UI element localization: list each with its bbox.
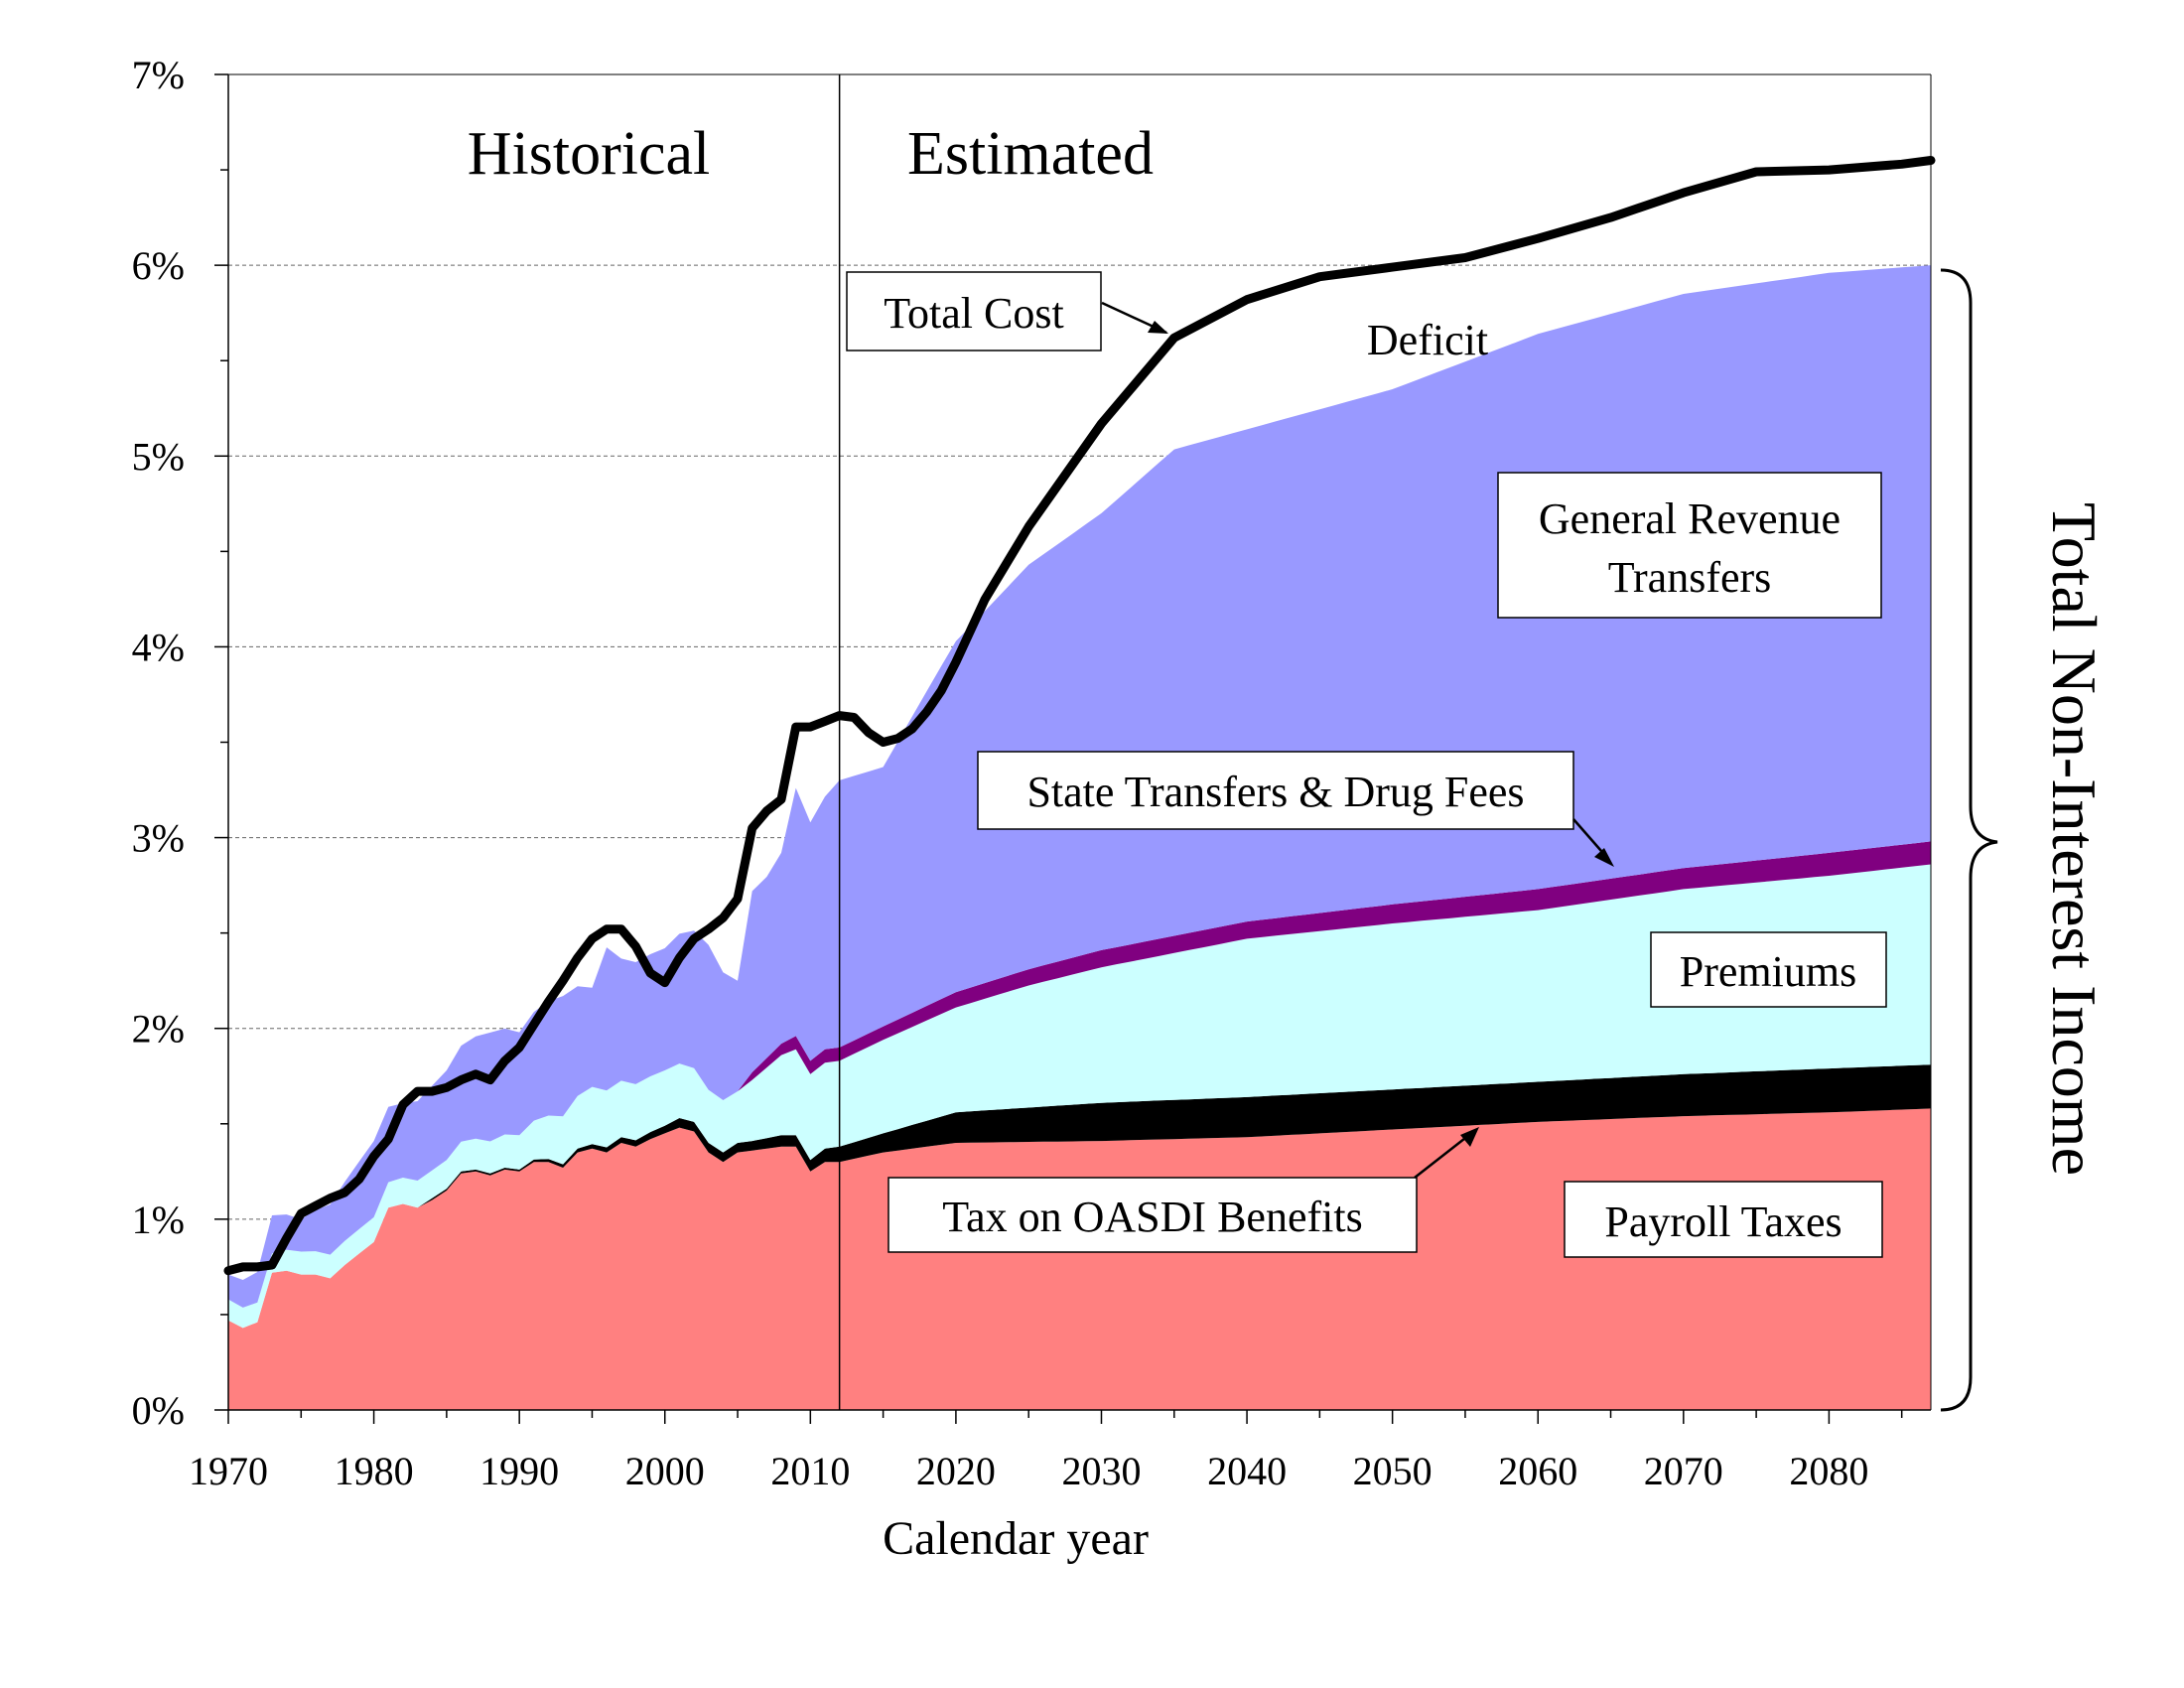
x-tick-label: 2030 — [1061, 1449, 1141, 1493]
area-premiums — [228, 864, 1931, 1329]
y-tick-label: 7% — [132, 53, 185, 97]
x-tick-label: 2010 — [770, 1449, 850, 1493]
total-cost-callout-box — [846, 271, 1102, 352]
state-transfers-callout: State Transfers & Drug Fees — [1026, 768, 1524, 816]
payroll-callout: Payroll Taxes — [1604, 1197, 1842, 1246]
general-revenue-callout-line1: General Revenue — [1539, 494, 1841, 543]
x-tick-label: 2070 — [1644, 1449, 1723, 1493]
premiums-callout: Premiums — [1680, 947, 1856, 996]
total-cost-line — [223, 156, 1936, 1276]
general-revenue-callout-box — [1497, 472, 1882, 619]
oasdi-callout: Tax on OASDI Benefits — [942, 1193, 1362, 1241]
y-tick-label: 1% — [132, 1197, 185, 1242]
brace-label: Total Non-Interest Income — [2039, 502, 2110, 1176]
x-tick-label: 2050 — [1353, 1449, 1433, 1493]
axes — [214, 73, 1932, 1424]
x-axis-title: Calendar year — [883, 1512, 1149, 1565]
x-tick-label: 2040 — [1207, 1449, 1287, 1493]
state-transfers-arrowhead — [1594, 848, 1614, 867]
deficit-label: Deficit — [1367, 316, 1488, 364]
x-tick-label: 2060 — [1498, 1449, 1577, 1493]
area-payroll — [228, 1108, 1931, 1410]
x-tick-label: 1980 — [335, 1449, 414, 1493]
oasdi-arrow — [1414, 1134, 1470, 1179]
tick-labels: 0% 1% 2% 3% 4% 5% 6% 7% 1970 1980 1990 2000 2010 2020… — [132, 53, 1869, 1493]
oasdi-arrowhead — [1460, 1127, 1479, 1147]
y-tick-label: 3% — [132, 816, 185, 861]
x-tick-label: 1990 — [479, 1449, 559, 1493]
general-revenue-callout-line2: Transfers — [1608, 553, 1772, 602]
y-tick-label: 2% — [132, 1007, 185, 1052]
premiums-callout-box — [1650, 931, 1887, 1008]
y-tick-label: 4% — [132, 625, 185, 669]
income-brace — [1940, 268, 1998, 1412]
estimated-label: Estimated — [907, 120, 1154, 188]
total-cost-arrowhead — [1148, 321, 1168, 334]
y-tick-label: 5% — [132, 434, 185, 479]
area-oasdi — [228, 1064, 1931, 1329]
x-tick-label: 1970 — [189, 1449, 268, 1493]
payroll-callout-box — [1564, 1181, 1883, 1258]
x-tick-label: 2080 — [1789, 1449, 1868, 1493]
total-cost-callout: Total Cost — [884, 289, 1063, 338]
state-transfers-callout-box — [977, 751, 1574, 830]
historical-label: Historical — [468, 120, 711, 188]
oasdi-callout-box — [887, 1177, 1418, 1253]
y-tick-label: 0% — [132, 1388, 185, 1433]
y-tick-label: 6% — [132, 243, 185, 288]
x-tick-label: 2020 — [916, 1449, 996, 1493]
x-tick-label: 2000 — [625, 1449, 705, 1493]
